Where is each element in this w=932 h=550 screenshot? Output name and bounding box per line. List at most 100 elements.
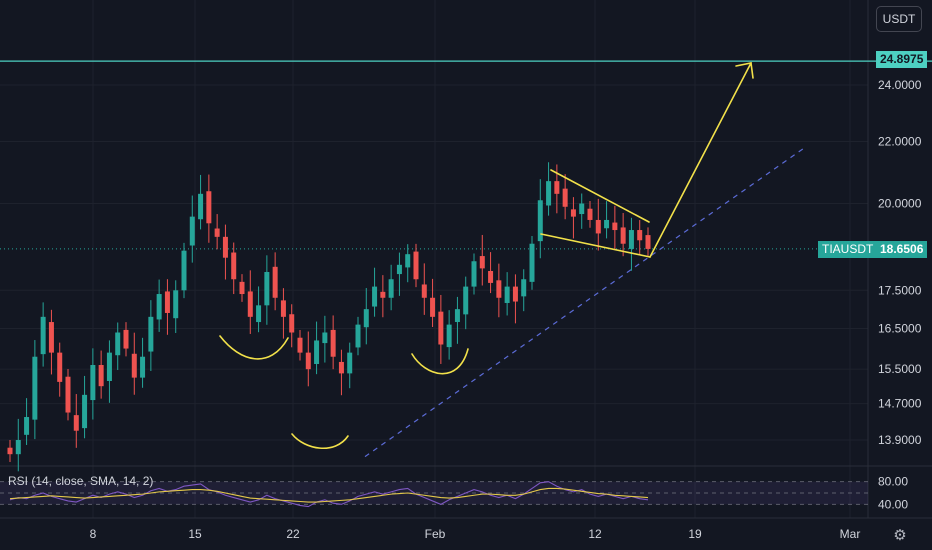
- candle-body: [595, 219, 601, 234]
- candle-body: [106, 352, 112, 381]
- candle-body: [239, 281, 245, 295]
- rsi-sma-line: [9, 487, 649, 503]
- time-axis-label: 8: [90, 527, 97, 541]
- price-tick-label: 24.0000: [878, 78, 922, 92]
- candle-body: [529, 243, 535, 282]
- candle-body: [521, 279, 527, 297]
- head-curve: [291, 433, 349, 450]
- current-price-tag: 18.6506: [876, 241, 928, 258]
- candle-body: [48, 322, 54, 353]
- candle-body: [272, 266, 278, 298]
- shoulder-curve-left: [219, 335, 289, 360]
- candle-body: [140, 356, 146, 378]
- price-tick-label: 13.9000: [878, 433, 922, 447]
- candle-body: [446, 324, 452, 348]
- wedge-lower-line: [540, 233, 651, 258]
- time-axis-label: 22: [286, 527, 300, 541]
- candle-body: [115, 332, 121, 356]
- candle-body: [471, 261, 477, 287]
- candle-body: [620, 227, 626, 244]
- candle-body: [479, 256, 485, 269]
- candle-body: [338, 361, 344, 374]
- candle-body: [7, 447, 13, 455]
- candle-body: [355, 324, 361, 348]
- rsi-level-label: 80.00: [878, 475, 908, 489]
- candle-body: [256, 305, 262, 323]
- candles: [7, 162, 651, 472]
- candle-body: [512, 286, 518, 302]
- candle-body: [579, 203, 585, 215]
- candle-body: [57, 352, 63, 382]
- gear-icon: ⚙: [893, 527, 907, 544]
- candle-body: [247, 291, 253, 317]
- candle-body: [82, 394, 88, 429]
- candle-body: [264, 271, 270, 306]
- wedge-upper-line: [550, 169, 650, 223]
- candle-body: [206, 191, 212, 224]
- candle-body: [421, 284, 427, 298]
- candle-body: [413, 251, 419, 280]
- candle-body: [570, 209, 576, 217]
- current-symbol-tag: TIAUSDT: [818, 241, 878, 258]
- candle-body: [148, 316, 154, 352]
- candle-body: [363, 309, 369, 328]
- candle-body: [173, 290, 179, 319]
- candle-body: [562, 188, 568, 207]
- target-arrow-head: [735, 62, 754, 79]
- price-tick-label: 20.0000: [878, 197, 922, 211]
- candle-body: [554, 181, 560, 194]
- price-tick-label: 17.5000: [878, 283, 922, 297]
- candle-body: [214, 228, 220, 237]
- time-axis-label: Mar: [840, 527, 861, 541]
- candle-body: [123, 329, 129, 349]
- candle-body: [454, 309, 460, 323]
- candle-body: [396, 264, 402, 275]
- candle-body: [231, 252, 237, 280]
- candle-body: [372, 286, 378, 307]
- candle-body: [405, 254, 411, 268]
- price-tick-label: 22.0000: [878, 135, 922, 149]
- candle-body: [628, 230, 634, 249]
- candle-body: [322, 332, 328, 344]
- candle-body: [181, 250, 187, 291]
- candle-body: [305, 352, 311, 370]
- candle-body: [488, 270, 494, 283]
- candle-body: [32, 356, 38, 420]
- candle-body: [297, 337, 303, 353]
- candle-body: [65, 376, 71, 413]
- time-axis-label: Feb: [425, 527, 446, 541]
- price-tick-label: 15.5000: [878, 362, 922, 376]
- candle-body: [15, 440, 21, 455]
- candle-body: [73, 415, 79, 431]
- time-axis-label: 12: [588, 527, 602, 541]
- candle-body: [24, 417, 30, 435]
- candle-body: [330, 329, 336, 357]
- candle-body: [198, 193, 204, 220]
- price-tick-label: 16.5000: [878, 322, 922, 336]
- candle-body: [98, 365, 104, 387]
- candle-body: [496, 280, 502, 298]
- candle-body: [222, 236, 228, 258]
- time-axis-label: 15: [188, 527, 202, 541]
- rsi-level-label: 40.00: [878, 497, 908, 511]
- candle-body: [463, 286, 469, 315]
- candle-body: [604, 219, 610, 229]
- candle-body: [131, 353, 137, 378]
- currency-button[interactable]: USDT: [876, 6, 922, 32]
- settings-button[interactable]: ⚙: [886, 525, 914, 545]
- candle-body: [645, 235, 651, 249]
- rsi-indicator-title[interactable]: RSI (14, close, SMA, 14, 2): [8, 474, 154, 488]
- candle-body: [388, 279, 394, 298]
- candle-body: [587, 208, 593, 220]
- candle-body: [280, 300, 286, 317]
- price-tick-label: 14.7000: [878, 397, 922, 411]
- candle-body: [438, 311, 444, 345]
- candle-body: [164, 291, 170, 313]
- candle-body: [289, 314, 295, 333]
- pattern-annotations: [219, 62, 754, 450]
- candle-body: [504, 286, 510, 303]
- time-axis-label: 19: [688, 527, 702, 541]
- candle-body: [156, 294, 162, 320]
- candle-body: [430, 297, 436, 317]
